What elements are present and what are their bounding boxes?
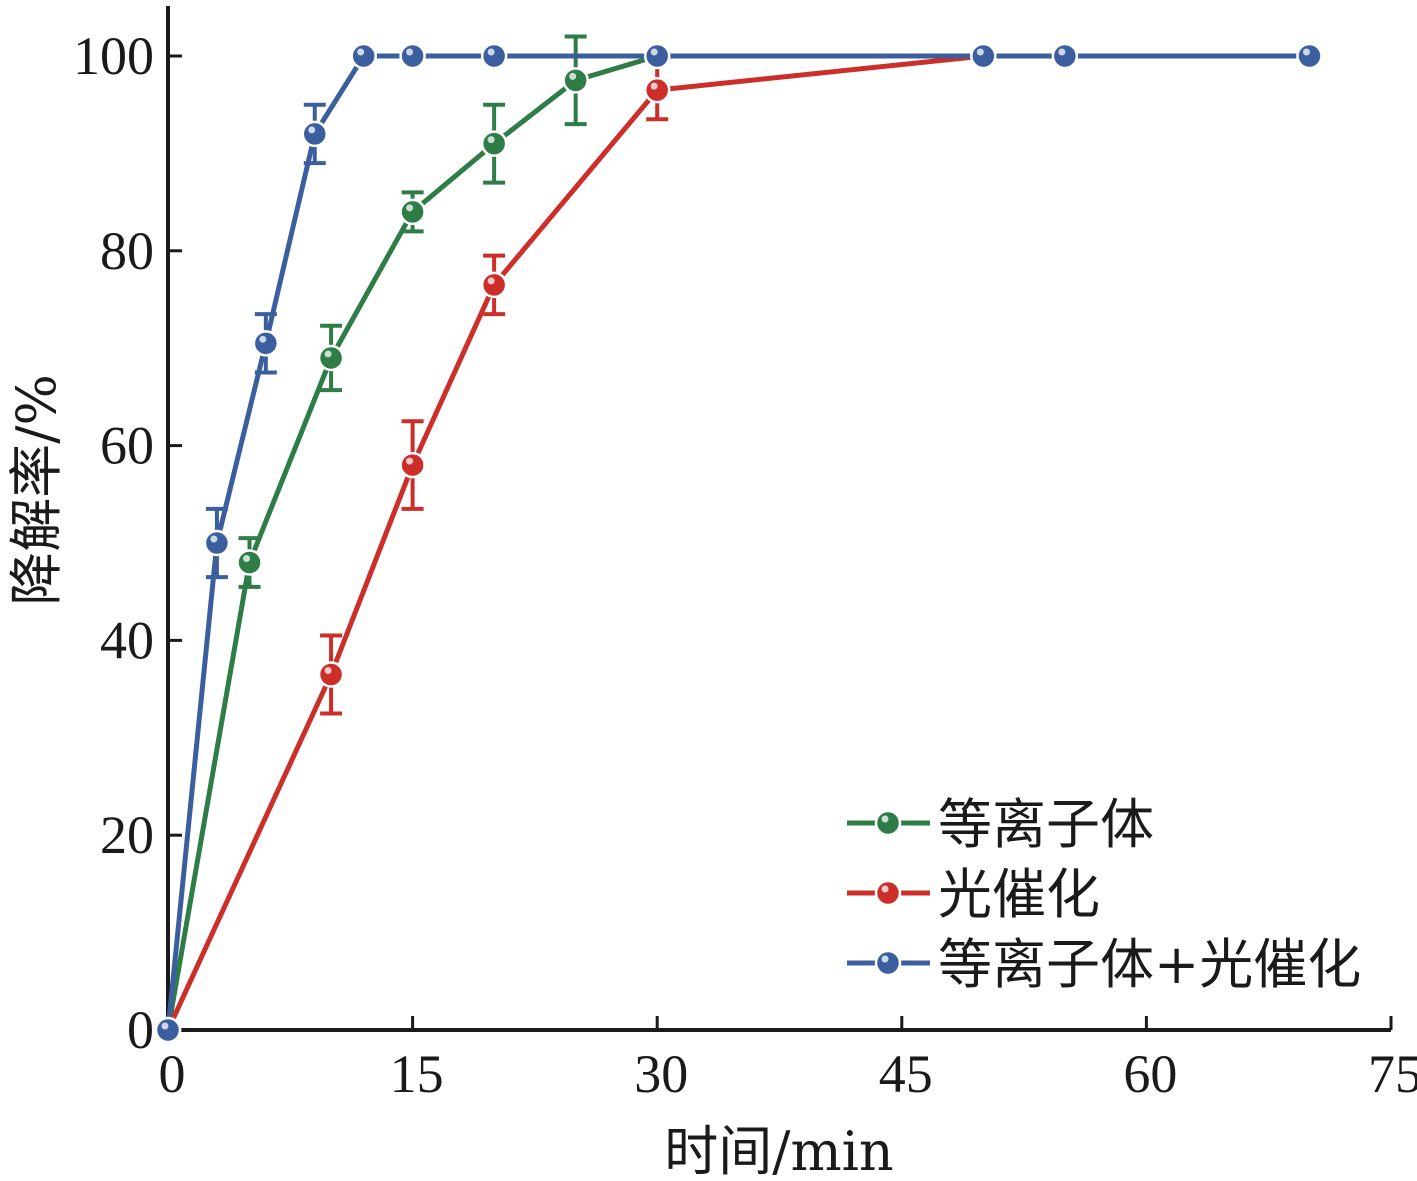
data-point-highlight: [161, 1022, 169, 1030]
data-point-highlight: [487, 277, 495, 285]
data-point-highlight: [406, 457, 414, 465]
data-point-highlight: [406, 48, 414, 56]
legend-swatch-marker-highlight: [881, 955, 889, 963]
legend-item-2: 光催化: [847, 863, 1100, 926]
data-point-highlight: [324, 350, 332, 358]
data-point: [1051, 42, 1079, 70]
x-tick-label: 60: [1123, 1044, 1177, 1104]
data-point-highlight: [308, 126, 316, 134]
data-point: [301, 120, 329, 148]
data-point-highlight: [487, 136, 495, 144]
data-point: [643, 76, 671, 104]
data-point-highlight: [1058, 48, 1066, 56]
data-point: [399, 42, 426, 70]
data-point-highlight: [976, 48, 984, 56]
y-tick-label: 100: [73, 26, 154, 86]
legend-label: 等离子体: [938, 793, 1154, 856]
legend-swatch-marker: [874, 949, 902, 977]
data-point: [203, 529, 231, 557]
x-tick-label: 75: [1368, 1044, 1417, 1104]
y-tick-label: 40: [100, 610, 154, 670]
data-point: [480, 130, 508, 157]
data-point: [399, 451, 426, 479]
data-point-highlight: [1302, 48, 1310, 56]
legend-label: 光催化: [938, 863, 1100, 926]
series-layer: [154, 34, 1323, 1044]
x-axis-title: 时间/min: [664, 1120, 893, 1181]
data-point: [317, 661, 345, 688]
series-line: [165, 53, 984, 1032]
series-3: [154, 42, 1323, 1044]
data-point-highlight: [210, 535, 218, 543]
tick-labels: 0 15 30 45 60 75 0 20 40 60 80 100: [73, 26, 1417, 1104]
x-tick-label: 45: [879, 1044, 933, 1104]
data-point-highlight: [650, 48, 658, 56]
data-point: [1296, 42, 1323, 70]
y-tick-label: 60: [100, 416, 154, 476]
data-point-highlight: [406, 204, 414, 212]
data-point-highlight: [259, 335, 267, 343]
legend-swatch-marker-highlight: [881, 885, 889, 893]
legend-swatch-marker-highlight: [881, 815, 889, 823]
y-tick-label: 0: [127, 1000, 154, 1060]
legend-swatch-marker: [874, 809, 902, 837]
y-tick-label: 20: [100, 805, 154, 865]
data-point-highlight: [569, 72, 577, 80]
ticks: [166, 54, 1393, 1032]
data-point: [399, 198, 426, 226]
data-point: [252, 330, 280, 357]
x-tick-label: 15: [390, 1044, 444, 1104]
data-point-highlight: [357, 48, 365, 56]
data-point: [236, 549, 263, 576]
data-point: [970, 42, 997, 70]
legend-item-1: 等离子体: [847, 793, 1154, 856]
data-point-highlight: [650, 82, 658, 90]
data-point: [480, 271, 508, 299]
data-point: [154, 1016, 182, 1044]
legend-swatch-marker: [874, 879, 902, 907]
axes: [166, 6, 1391, 1032]
data-point-highlight: [243, 554, 251, 562]
legend-item-3: 等离子体+光催化: [847, 933, 1361, 996]
data-point: [562, 67, 589, 94]
y-axis-title: 降解率/%: [5, 374, 68, 606]
series-line: [165, 53, 1310, 1031]
x-tick-label: 0: [159, 1044, 186, 1104]
y-tick-label: 80: [100, 221, 154, 281]
data-point: [480, 42, 508, 70]
data-point: [350, 42, 377, 70]
data-point-highlight: [324, 666, 332, 674]
data-point: [317, 344, 345, 372]
legend-label: 等离子体+光催化: [938, 933, 1361, 996]
data-point: [643, 42, 671, 70]
data-point-highlight: [487, 48, 495, 56]
x-tick-label: 30: [634, 1044, 688, 1104]
